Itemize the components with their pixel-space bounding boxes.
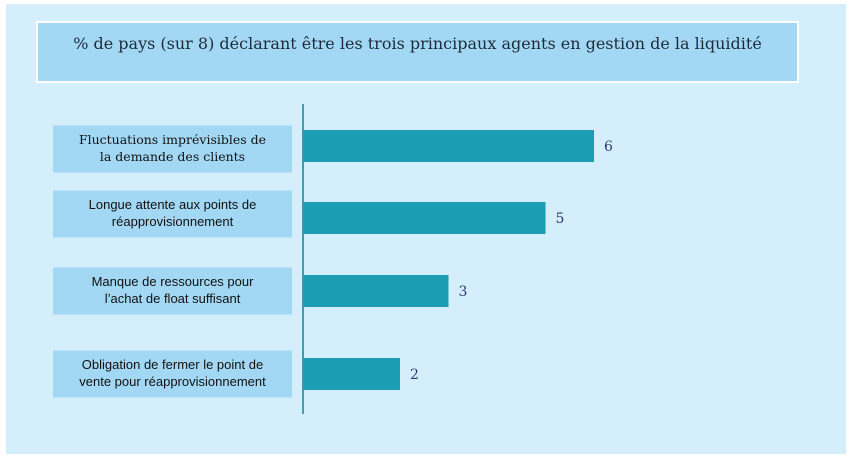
data-label: 3 — [459, 284, 468, 300]
category-label-line: Longue attente aux points de — [89, 197, 257, 212]
bar — [303, 275, 449, 307]
category-label: Fluctuations imprévisibles de la demande … — [79, 132, 266, 164]
chart-title: % de pays (sur 8) déclarant être les tro… — [73, 33, 762, 53]
category-label-line: la demande des clients — [100, 149, 245, 164]
category-label-line: Fluctuations imprévisibles de — [79, 132, 266, 147]
category-label-box — [53, 350, 292, 398]
category-label-line: vente pour réapprovisionnement — [79, 374, 266, 389]
data-label: 6 — [604, 139, 613, 155]
category-label-box — [53, 190, 292, 238]
bar — [303, 202, 546, 234]
category-label-box — [53, 125, 292, 173]
category-label: Obligation de fermer le point de vente po… — [79, 357, 266, 389]
bar — [303, 130, 594, 162]
bar — [303, 358, 400, 390]
category-label-line: Obligation de fermer le point de — [82, 357, 263, 372]
category-label-box — [53, 267, 292, 315]
bar-chart: Fluctuations imprévisibles de la demande … — [53, 104, 613, 414]
chart-frame: % de pays (sur 8) déclarant être les tro… — [6, 4, 846, 454]
data-label: 5 — [556, 211, 565, 227]
category-label: Longue attente aux points de réapprovisio… — [89, 197, 257, 229]
category-label-line: réapprovisionnement — [112, 214, 234, 229]
category-label-line: l’achat de float suffisant — [105, 291, 241, 306]
chart-title-box: % de pays (sur 8) déclarant être les tro… — [36, 21, 799, 83]
category-label-line: Manque de ressources pour — [92, 274, 255, 289]
data-label: 2 — [410, 367, 419, 383]
category-label: Manque de ressources pour l’achat de floa… — [92, 274, 255, 306]
